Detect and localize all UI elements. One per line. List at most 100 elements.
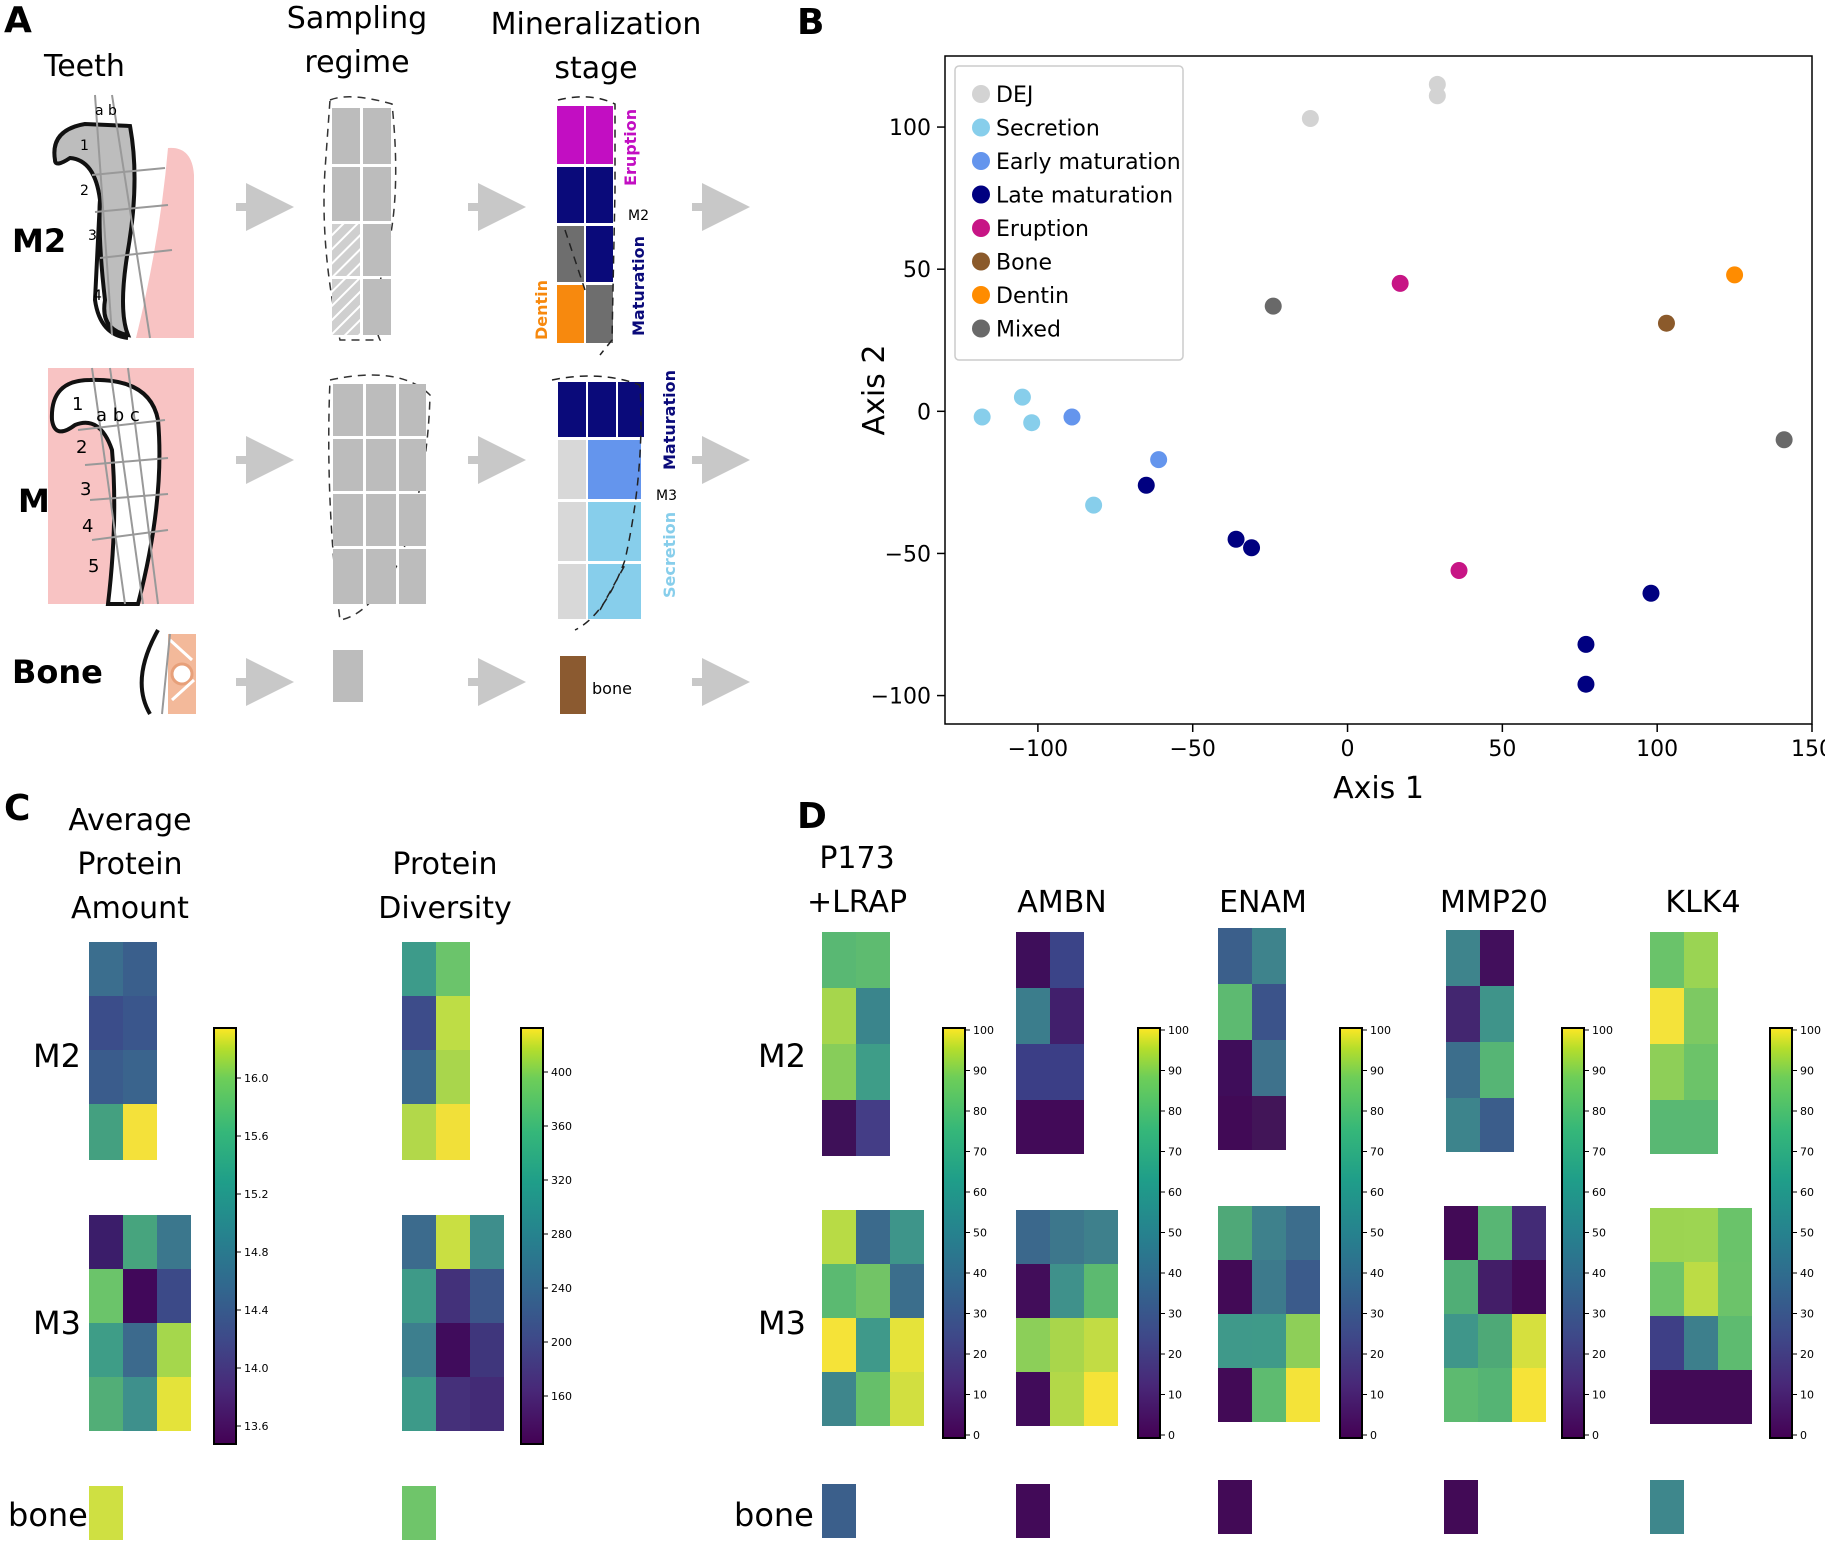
colorbar-tick-label: 15.6 [244, 1130, 269, 1143]
colorbar-tick-label: 0 [1168, 1429, 1175, 1442]
heatmap-cell [1512, 1260, 1546, 1314]
colorbar-tick-label: 40 [1592, 1267, 1606, 1280]
colorbar-tick-label: 160 [551, 1390, 572, 1403]
heatmap-cell [890, 1210, 924, 1264]
heatmap-cell [856, 932, 890, 988]
c-row-label-bone: bone [8, 1496, 88, 1534]
m3-maturation-label: Maturation [660, 370, 679, 470]
heatmap-cell [436, 942, 470, 996]
data-point [1085, 496, 1103, 514]
colorbar-tick-label: 90 [1168, 1065, 1182, 1078]
colorbar-tick-label: 280 [551, 1228, 572, 1241]
heatmap-cell [1016, 1318, 1050, 1372]
colorbar-tick-label: 14.8 [244, 1246, 269, 1259]
heatmap-cell [1218, 1368, 1252, 1422]
colorbar-tick-label: 10 [1370, 1389, 1384, 1402]
colorbar-tick-label: 0 [973, 1429, 980, 1442]
colorbar-tick-label: 30 [973, 1308, 987, 1321]
y-tick-label: −50 [885, 542, 931, 567]
colorbar-tick-label: 50 [1800, 1227, 1814, 1240]
heatmap-cell [157, 1215, 191, 1269]
heatmap-cell [1684, 932, 1718, 988]
p173-title-line1: P173 [819, 841, 894, 876]
heatmap-cell [89, 996, 123, 1050]
colorbar-tick-label: 0 [1800, 1429, 1807, 1442]
heatmap-cell [1684, 1044, 1718, 1100]
colorbar-tick-label: 50 [1168, 1227, 1182, 1240]
colorbar-tick-label: 50 [1592, 1227, 1606, 1240]
dentin-label: Dentin [532, 280, 551, 340]
colorbar-tick-label: 70 [973, 1146, 987, 1159]
m3-number-5: 5 [88, 556, 99, 577]
panel-b: B −100 −50 0 50 100 150 100 50 0 −50 −100 Axis 1 Axi… [797, 2, 1825, 806]
legend-marker [972, 319, 990, 338]
heatmap-cell [856, 1044, 890, 1100]
heatmap-cell [89, 1323, 123, 1377]
heatmap-cell [470, 1215, 504, 1269]
colorbar-tick-label: 30 [1800, 1308, 1814, 1321]
colorbar-tick-label: 20 [1168, 1348, 1182, 1361]
colorbar-tick-label: 14.0 [244, 1362, 269, 1375]
heatmap-cell [1512, 1314, 1546, 1368]
colorbar-tick-label: 100 [1168, 1024, 1189, 1037]
heatmap-cell [1446, 1042, 1480, 1098]
heatmap-cell [890, 1372, 924, 1426]
heatmap-cell [436, 1215, 470, 1269]
colorbar-tick-label: 20 [973, 1348, 987, 1361]
amount-title-line2: Protein [77, 847, 182, 882]
heatmap-cell [123, 1215, 157, 1269]
heatmap-cell [1480, 1042, 1514, 1098]
heatmap-cell [402, 1323, 436, 1377]
colorbar-tick-label: 60 [973, 1186, 987, 1199]
heatmap-cell [1252, 1314, 1286, 1368]
diversity-m3-heatmap [402, 1215, 504, 1431]
heatmap-cell [1512, 1206, 1546, 1260]
heatmap-cell [890, 1318, 924, 1372]
heatmap-cell [1252, 1040, 1286, 1096]
heatmap-cell [822, 1210, 856, 1264]
colorbar-tick-label: 90 [1800, 1065, 1814, 1078]
c-row-label-m3: M3 [33, 1304, 81, 1342]
amount-m2-heatmap [89, 942, 157, 1160]
heatmap-cell [1218, 1480, 1252, 1534]
m2-stage-tag: M2 [628, 208, 649, 224]
heatmap-cell [1480, 1098, 1514, 1152]
heatmap-cell [123, 1050, 157, 1104]
colorbar-tick-label: 30 [1370, 1308, 1384, 1321]
heatmap-cell [822, 932, 856, 988]
y-axis-label: Axis 2 [857, 345, 892, 436]
colorbar-tick-label: 80 [1370, 1105, 1384, 1118]
colorbar-tick-label: 30 [1592, 1308, 1606, 1321]
heatmap-cell [1444, 1368, 1478, 1422]
heatmap-cell [123, 996, 157, 1050]
d-row-label-m3: M3 [758, 1304, 806, 1342]
p173-heatmaps [822, 932, 966, 1538]
colorbar-tick-label: 360 [551, 1120, 572, 1133]
heatmap-cell [856, 1318, 890, 1372]
heatmap-cell [822, 1318, 856, 1372]
m2-number-2: 2 [80, 183, 89, 199]
m3-sampling-grid [328, 374, 431, 621]
y-tick-label: 50 [903, 258, 931, 283]
bone-stage-label: bone [592, 679, 632, 698]
heatmap-cell [822, 1372, 856, 1426]
heatmap-cell [856, 1100, 890, 1156]
m3-column-labels: a b c [96, 405, 140, 426]
sampling-header-line1: Sampling [287, 1, 427, 36]
heatmap-cell [1718, 1208, 1752, 1262]
mineralization-header-line1: Mineralization [491, 7, 702, 42]
heatmap-cell [1016, 1100, 1050, 1154]
m2-tooth-drawing: 1 2 3 4 a b [52, 94, 194, 340]
heatmap-cell [1512, 1368, 1546, 1422]
enam-heatmaps [1218, 928, 1363, 1534]
heatmap-cell [1478, 1368, 1512, 1422]
heatmap-cell [157, 1269, 191, 1323]
data-point [1642, 584, 1660, 602]
heatmap-cell [157, 1323, 191, 1377]
m2-number-3: 3 [88, 228, 97, 244]
heatmap-cell [1252, 1368, 1286, 1422]
heatmap-cell [1478, 1260, 1512, 1314]
heatmap-cell [1252, 1206, 1286, 1260]
panel-d: D P173 +LRAP AMBN ENAM MMP20 KLK4 M2 M3 … [734, 796, 1821, 1538]
heatmap-cell [1684, 1316, 1718, 1370]
